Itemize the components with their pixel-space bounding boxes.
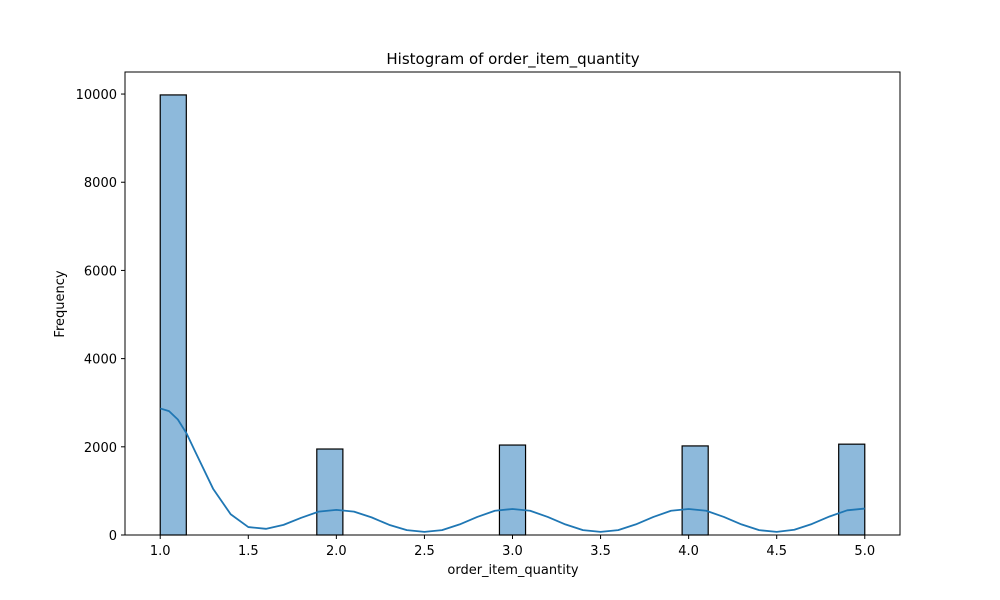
histogram-bar-4 [681, 445, 709, 536]
histogram-bar-2 [316, 448, 344, 536]
y-tick-label: 10000 [76, 88, 117, 103]
kde-line [159, 407, 865, 533]
histogram-bar-5 [838, 443, 866, 536]
x-tick-label: 1.5 [238, 544, 259, 559]
x-tick-label: 4.5 [766, 544, 787, 559]
y-tick-label: 0 [109, 529, 117, 544]
x-tick-label: 2.0 [326, 544, 347, 559]
x-tick-label: 1.0 [150, 544, 171, 559]
kde-group [159, 407, 865, 533]
x-axis-ticks: 1.0 1.5 2.0 2.5 3.0 3.5 4.0 4.5 5.0 [150, 535, 875, 559]
chart-title: Histogram of order_item_quantity [386, 50, 639, 69]
y-tick-label: 8000 [84, 176, 117, 191]
x-tick-label: 5.0 [854, 544, 875, 559]
x-axis-label: order_item_quantity [447, 563, 579, 578]
bars-group [159, 94, 866, 536]
x-tick-label: 2.5 [414, 544, 435, 559]
y-axis-label: Frequency [53, 270, 68, 337]
histogram-bar-1 [159, 94, 187, 536]
x-tick-label: 3.5 [590, 544, 611, 559]
y-tick-label: 4000 [84, 353, 117, 368]
x-tick-label: 4.0 [678, 544, 699, 559]
x-tick-label: 3.0 [502, 544, 523, 559]
y-tick-label: 6000 [84, 264, 117, 279]
histogram-bar-3 [498, 444, 527, 536]
y-tick-label: 2000 [84, 441, 117, 456]
y-axis-ticks: 0 2000 4000 6000 8000 10000 [76, 88, 125, 544]
